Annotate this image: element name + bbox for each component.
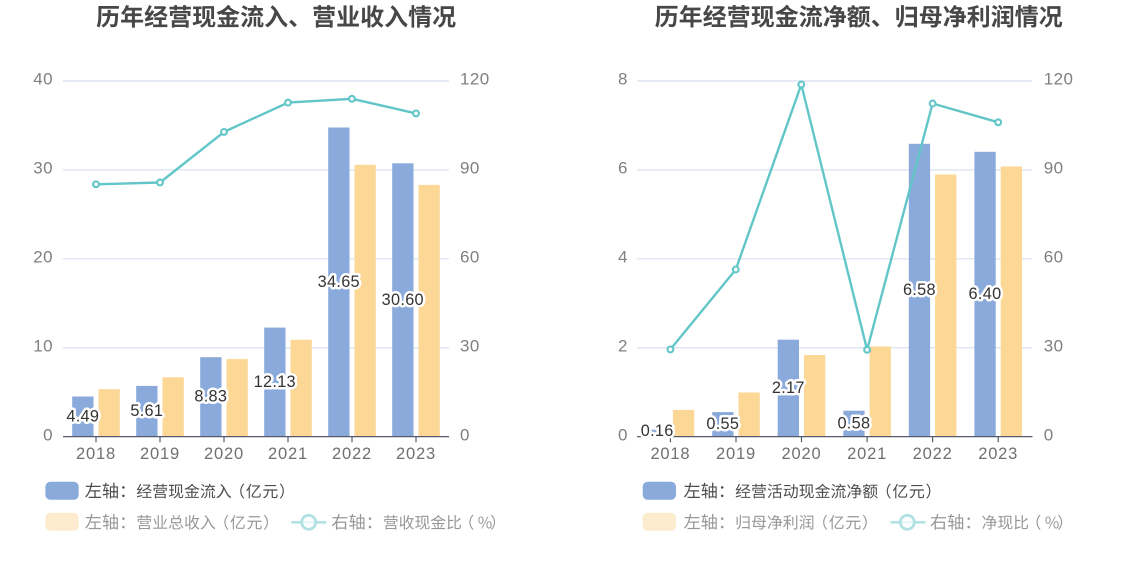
svg-text:0.55: 0.55 [706,415,739,433]
svg-text:60: 60 [460,248,480,267]
svg-text:34.65: 34.65 [318,273,360,291]
svg-text:4.49: 4.49 [66,407,99,425]
svg-text:0.58: 0.58 [837,414,870,432]
svg-text:0.16: 0.16 [641,422,674,440]
svg-text:0: 0 [1044,425,1054,444]
svg-text:2021: 2021 [268,445,308,463]
svg-text:120: 120 [460,70,490,89]
svg-text:0: 0 [43,425,53,444]
svg-text:12.13: 12.13 [254,373,296,391]
svg-text:2018: 2018 [76,445,116,463]
svg-text:6.58: 6.58 [903,281,936,299]
svg-text:5.61: 5.61 [130,402,163,420]
svg-text:30: 30 [460,336,480,355]
svg-text:0: 0 [618,425,628,444]
svg-text:90: 90 [460,159,480,178]
svg-text:2021: 2021 [847,445,887,463]
svg-text:2020: 2020 [204,445,244,463]
svg-text:2: 2 [618,336,628,355]
svg-text:2018: 2018 [650,445,690,463]
svg-text:6: 6 [618,159,628,178]
svg-text:8: 8 [618,70,628,89]
svg-text:6.40: 6.40 [969,285,1002,303]
svg-text:8.83: 8.83 [194,388,227,406]
svg-text:30.60: 30.60 [382,291,424,309]
svg-text:20: 20 [33,248,53,267]
svg-text:2022: 2022 [913,445,953,463]
svg-text:4: 4 [618,248,628,267]
svg-text:40: 40 [33,70,53,89]
svg-text:30: 30 [33,159,53,178]
svg-text:2019: 2019 [140,445,180,463]
svg-text:90: 90 [1044,159,1064,178]
svg-text:2022: 2022 [332,445,372,463]
svg-text:120: 120 [1044,70,1074,89]
svg-text:2020: 2020 [782,445,822,463]
svg-text:60: 60 [1044,248,1064,267]
svg-text:2023: 2023 [978,445,1018,463]
svg-text:10: 10 [33,336,53,355]
svg-text:30: 30 [1044,336,1064,355]
svg-text:0: 0 [460,425,470,444]
svg-text:2.17: 2.17 [772,379,805,397]
svg-text:2023: 2023 [396,445,436,463]
svg-text:2019: 2019 [716,445,756,463]
